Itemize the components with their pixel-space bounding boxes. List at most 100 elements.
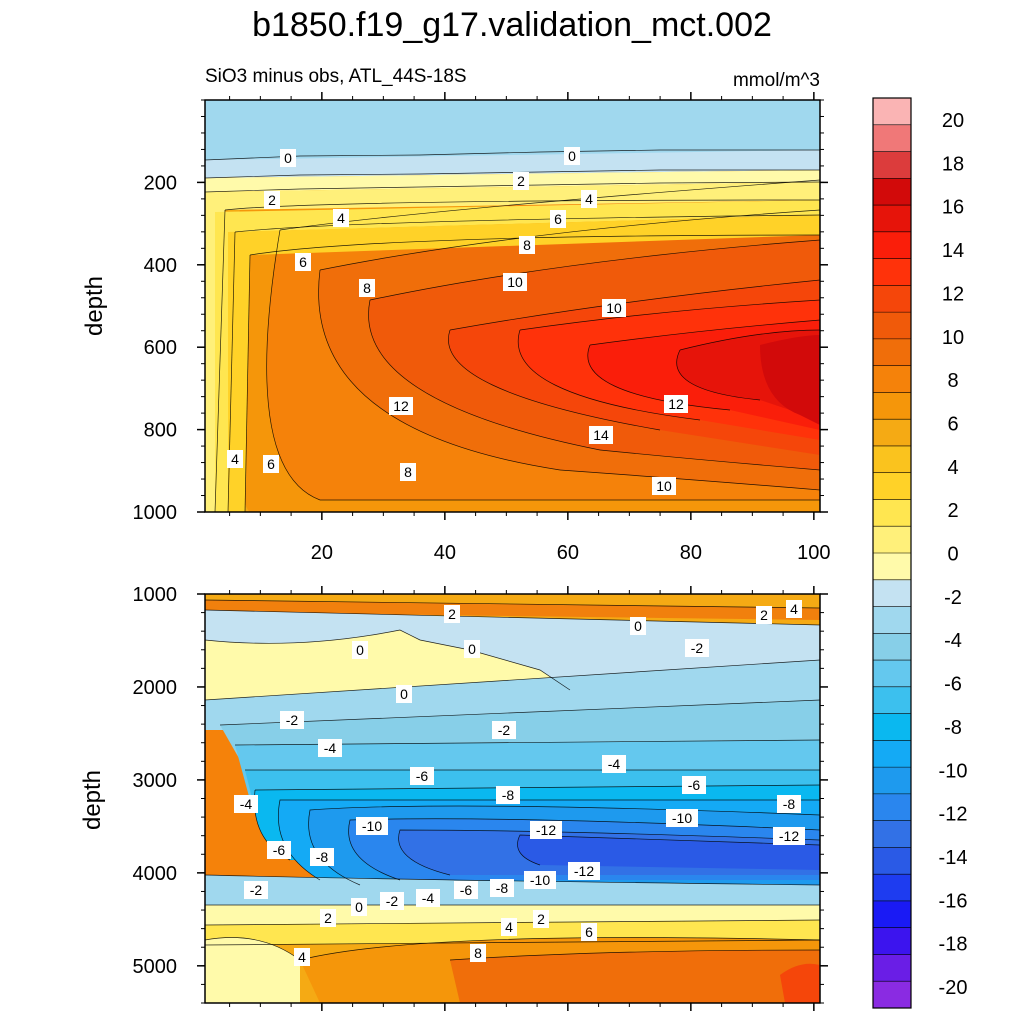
contour-label-box: [352, 641, 368, 659]
contour-label-box: [400, 463, 416, 481]
contour-label-box: [295, 253, 311, 271]
contour-label: 8: [359, 279, 375, 297]
contour-label-box: [589, 426, 613, 444]
contour-label-box: [664, 395, 688, 413]
contour-label-text: 4: [790, 601, 798, 617]
upper-field: [205, 100, 820, 512]
contour-label: -4: [234, 795, 258, 813]
contour-label-box: [490, 879, 514, 897]
contour-label: 4: [786, 600, 802, 618]
colorbar-swatch: [873, 874, 911, 902]
colorbar-swatch: [873, 740, 911, 768]
colorbar-swatch: [873, 499, 911, 527]
contour-label-box: [513, 172, 529, 190]
colorbar-swatch: [873, 124, 911, 152]
y-tick-label: 400: [144, 255, 177, 277]
contour-label: -6: [410, 767, 434, 785]
contour-label-box: [652, 477, 676, 495]
colorbar-swatch: [873, 231, 911, 259]
x-tick-label: 40: [434, 542, 456, 564]
colorbar-swatch: [873, 606, 911, 634]
lower-contour-labels: 2 2 4 0 0 0 -2 0 -2 -2 -4 -4 -6 -6 -8 -8 -4 -10 -12 -10 -12 -…: [234, 600, 805, 966]
contour-label-box: [351, 898, 367, 916]
colorbar-swatch: [873, 793, 911, 822]
contour-label: 0: [352, 641, 368, 659]
contour-label-box: [492, 721, 516, 739]
colorbar-label: -10: [939, 760, 968, 782]
contour-label-text: -2: [498, 722, 511, 738]
contour-label: 2: [444, 605, 460, 623]
contour-label-box: [333, 209, 349, 227]
contour-label: -10: [666, 809, 698, 827]
contour-label-box: [318, 739, 342, 757]
contour-label-text: -10: [362, 818, 382, 834]
colorbar-swatch: [873, 151, 911, 179]
x-tick-label: 80: [680, 542, 702, 564]
contour-label-box: [568, 862, 600, 880]
contour-label-box: [786, 600, 802, 618]
contour-label-text: 4: [505, 919, 513, 935]
contour-label-box: [263, 455, 279, 473]
contour-label: -12: [568, 862, 600, 880]
contour-label-text: 6: [554, 211, 562, 227]
contour-label: -6: [454, 881, 478, 899]
contour-label-box: [280, 711, 304, 729]
y-tick-label: 600: [144, 337, 177, 359]
contour-label-text: -2: [691, 640, 704, 656]
contour-label: 6: [295, 253, 311, 271]
contour-label-box: [234, 795, 258, 813]
colorbar-swatch: [873, 981, 911, 1009]
colorbar-swatch: [873, 767, 911, 795]
upper-y-axis-label: depth: [81, 276, 108, 336]
colorbar-swatch: [873, 660, 911, 688]
contour-label-text: 6: [585, 924, 593, 940]
contour-label: -6: [682, 776, 706, 794]
contour-label-text: 4: [585, 191, 593, 207]
chart-subtitle: SiO3 minus obs, ATL_44S-18S: [205, 66, 467, 87]
contour-label: -4: [602, 755, 626, 773]
contour-label-text: 0: [356, 642, 364, 658]
contour-label-text: 0: [355, 899, 363, 915]
contour-label-text: -12: [574, 863, 594, 879]
colorbar-swatch: [873, 312, 911, 340]
contour-label-box: [380, 892, 404, 910]
contour-label-box: [264, 191, 280, 209]
colorbar-swatch: [873, 365, 911, 393]
chart-title: b1850.f19_g17.validation_mct.002: [252, 6, 772, 44]
contour-label: 4: [501, 918, 517, 936]
contour-label-text: 10: [507, 274, 523, 290]
contour-label-text: -12: [536, 822, 556, 838]
contour-label-box: [294, 948, 310, 966]
colorbar-label: -12: [939, 804, 968, 826]
lower-x-ticks: [229, 586, 815, 1011]
y-tick-label: 4000: [133, 863, 178, 885]
contour-label-text: -12: [779, 828, 799, 844]
colorbar-label: -20: [939, 977, 968, 999]
colorbar-label: 14: [942, 240, 964, 262]
colorbar: 20181614121086420-2-4-6-8-10-12-14-16-18…: [872, 97, 968, 1009]
contour-label-box: [389, 397, 413, 415]
contour-label: 0: [351, 898, 367, 916]
contour-label: -2: [244, 881, 268, 899]
contour-label: -8: [490, 879, 514, 897]
colorbar-swatch: [873, 98, 911, 126]
y-tick-label: 200: [144, 172, 177, 194]
contour-label-box: [519, 236, 535, 254]
colorbar-swatch: [873, 927, 911, 955]
contour-label-text: -8: [496, 880, 509, 896]
x-tick-label: 60: [557, 542, 579, 564]
contour-label-box: [533, 910, 549, 928]
contour-label-box: [267, 841, 291, 859]
contour-label-text: 0: [634, 618, 642, 634]
contour-label-text: 0: [468, 641, 476, 657]
contour-label: 2: [756, 606, 772, 624]
contour-label-box: [501, 918, 517, 936]
upper-panel: 200 400 600 800 1000 20 40 60 80 100 depth 0 0 2 2 4…: [81, 92, 831, 564]
colorbar-label: -18: [939, 934, 968, 956]
contour-label-box: [602, 299, 626, 317]
contour-label-text: 12: [668, 396, 684, 412]
contour-label-text: 12: [393, 398, 409, 414]
contour-label: -8: [310, 848, 334, 866]
contour-label-box: [280, 149, 296, 167]
contour-label-box: [464, 640, 480, 658]
